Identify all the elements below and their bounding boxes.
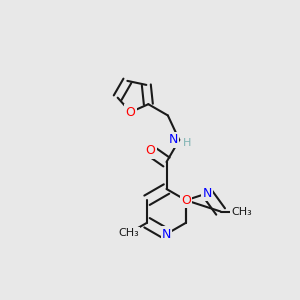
Text: O: O	[146, 144, 155, 157]
Text: O: O	[181, 194, 191, 207]
Text: CH₃: CH₃	[118, 228, 139, 238]
Text: CH₃: CH₃	[231, 206, 252, 217]
Text: N: N	[169, 134, 178, 146]
Text: N: N	[162, 227, 171, 241]
Text: O: O	[126, 106, 136, 118]
Text: N: N	[203, 187, 212, 200]
Text: H: H	[183, 138, 191, 148]
